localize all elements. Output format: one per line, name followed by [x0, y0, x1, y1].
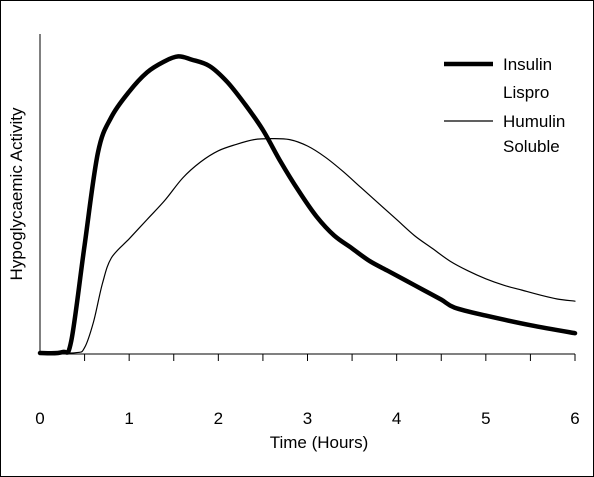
x-tick-label: 2 — [214, 409, 223, 428]
series-layer — [37, 54, 578, 356]
legend-label-humulin-soluble-line1: Humulin — [503, 112, 565, 131]
x-tick-label: 6 — [570, 409, 579, 428]
legend-label-humulin-soluble-line2: Soluble — [503, 137, 560, 156]
legend-label-insulin-lispro-line2: Lispro — [503, 83, 549, 102]
series-line-humulin-soluble — [39, 137, 576, 354]
legend-label-insulin-lispro-line1: Insulin — [503, 55, 552, 74]
x-tick-label: 3 — [303, 409, 312, 428]
x-tick-label: 4 — [392, 409, 401, 428]
legend: Insulin Lispro Humulin Soluble — [444, 55, 565, 156]
x-ticks — [84, 354, 576, 361]
x-tick-label: 5 — [481, 409, 490, 428]
x-tick-label: 0 — [35, 409, 44, 428]
y-axis-title: Hypoglycaemic Activity — [7, 107, 26, 280]
series-line-insulin-lispro — [37, 54, 578, 356]
axes — [39, 34, 575, 355]
x-tick-label: 1 — [124, 409, 133, 428]
x-tick-labels: 0 1 2 3 4 5 6 — [35, 409, 579, 428]
x-axis-title: Time (Hours) — [270, 433, 369, 452]
